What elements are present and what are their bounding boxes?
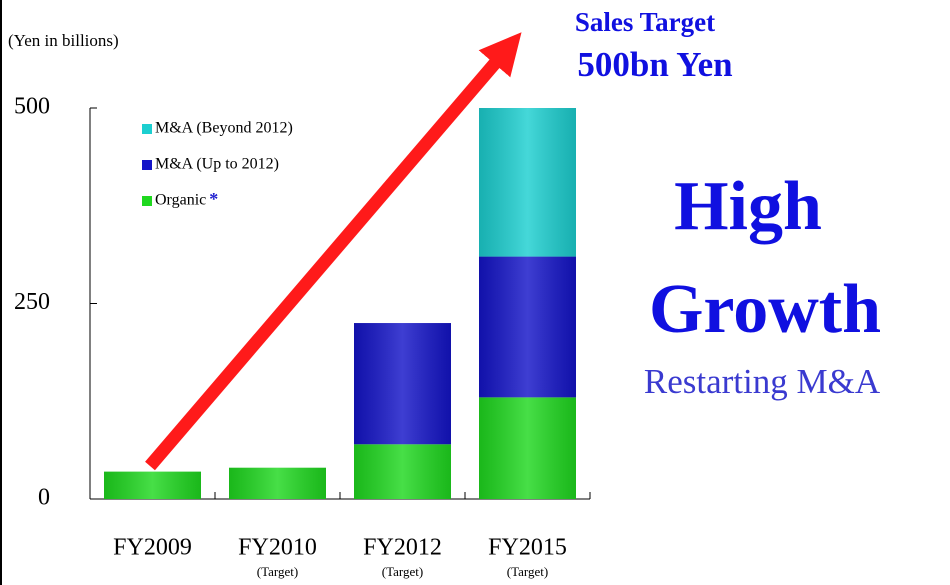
legend-label: Organic bbox=[155, 192, 206, 209]
bar-shade bbox=[479, 108, 576, 257]
headline: Growth bbox=[649, 271, 881, 348]
bar-shade bbox=[354, 323, 451, 445]
legend-swatch bbox=[142, 124, 152, 134]
y-tick-label: 250 bbox=[14, 289, 50, 315]
x-tick-label: FY2015 bbox=[488, 535, 567, 561]
x-tick-note: (Target) bbox=[257, 564, 298, 579]
target-label: Sales Target bbox=[575, 7, 715, 37]
legend-label: M&A (Up to 2012) bbox=[155, 156, 279, 173]
legend-note: * bbox=[209, 189, 218, 209]
target-value: 500bn Yen bbox=[577, 45, 732, 84]
subline: Restarting M&A bbox=[644, 362, 881, 401]
y-tick-label: 500 bbox=[14, 94, 50, 120]
bar-shade bbox=[479, 256, 576, 398]
x-tick-label: FY2012 bbox=[363, 535, 442, 561]
legend-swatch bbox=[142, 160, 152, 170]
legend-swatch bbox=[142, 196, 152, 206]
legend-label: M&A (Beyond 2012) bbox=[155, 120, 293, 137]
axis-label: (Yen in billions) bbox=[8, 31, 119, 50]
x-tick-label: FY2010 bbox=[238, 535, 317, 561]
y-tick-label: 0 bbox=[38, 485, 50, 511]
bar-shade bbox=[104, 471, 201, 499]
x-tick-note: (Target) bbox=[507, 564, 548, 579]
bar-shade bbox=[479, 397, 576, 499]
bar-shade bbox=[354, 444, 451, 499]
headline: High bbox=[674, 168, 822, 245]
growth-arrow bbox=[145, 32, 522, 471]
bar-shade bbox=[229, 467, 326, 499]
x-tick-note: (Target) bbox=[382, 564, 423, 579]
x-tick-label: FY2009 bbox=[113, 535, 192, 561]
